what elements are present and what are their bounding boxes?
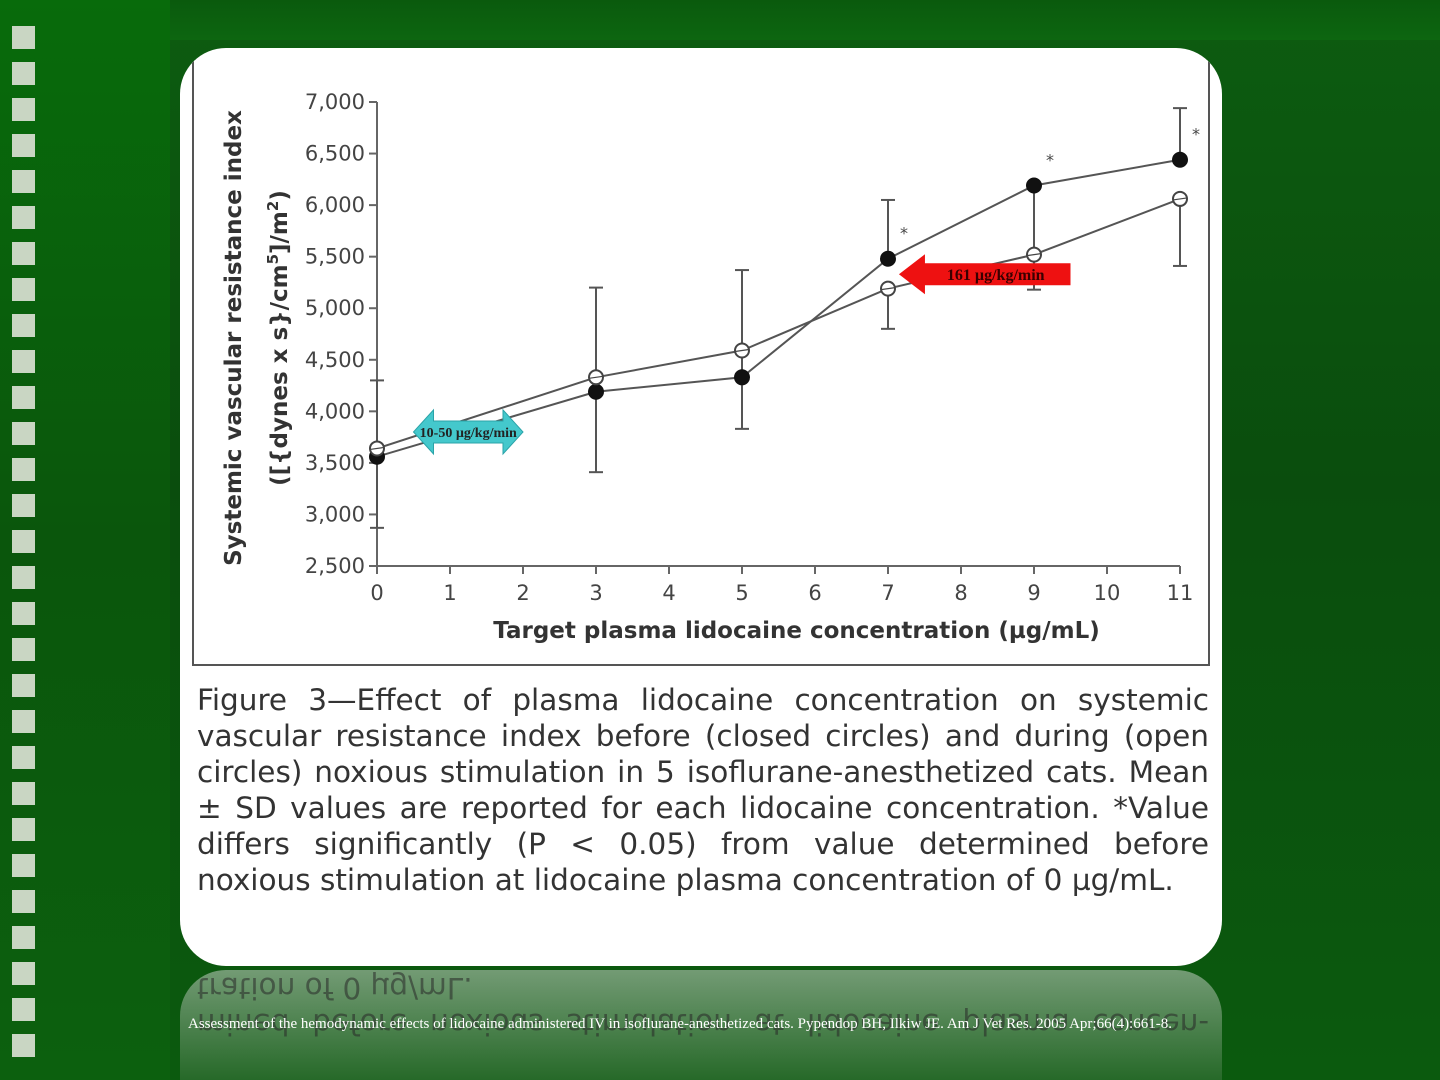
data-point-open-slash (734, 348, 750, 353)
sidebar-strip (0, 0, 170, 1080)
decorative-square (12, 170, 35, 193)
decorative-square (12, 494, 35, 517)
decorative-square (12, 458, 35, 481)
series-open-line (376, 197, 1181, 450)
decorative-squares (12, 26, 36, 1070)
citation: Assessment of the hemodynamic effects of… (188, 1016, 1172, 1032)
y-axis-label-superscript: 2 (264, 201, 282, 211)
decorative-square (12, 350, 35, 373)
data-point-closed (588, 383, 604, 400)
significance-marker: * (1046, 151, 1054, 170)
y-axis-label-part: ([{dynes x s}/cm (267, 264, 293, 485)
chart: 2,500 3,000 3,500 4,000 4,500 5,000 5,500 6,000… (221, 90, 1200, 644)
x-tick-label: 8 (954, 581, 967, 605)
series-closed-line (376, 158, 1181, 458)
x-tick-label: 2 (516, 581, 529, 605)
y-axis-label: Systemic vascular resistance index (221, 110, 247, 566)
decorative-square (12, 746, 35, 769)
data-point-open-slash (1026, 253, 1042, 257)
decorative-square (12, 602, 35, 625)
decorative-square (12, 422, 35, 445)
decorative-square (12, 818, 35, 841)
decorative-square (12, 26, 35, 49)
x-tick-label: 9 (1027, 581, 1040, 605)
y-tick-label: 6,000 (305, 193, 365, 217)
y-tick-label: 5,500 (305, 245, 365, 269)
x-tick-label: 4 (662, 581, 675, 605)
significance-marker: * (900, 224, 908, 243)
y-axis-label-part: ) (267, 190, 293, 201)
x-axis-label: Target plasma lidocaine concentration (µ… (493, 618, 1100, 644)
y-tick-label: 6,500 (305, 142, 365, 166)
x-tick-label: 11 (1167, 581, 1194, 605)
annotation-label: 10-50 µg/kg/min (420, 426, 517, 441)
card-reflection: mined before noxious stimulation at lido… (180, 970, 1222, 1080)
decorative-square (12, 926, 35, 949)
decorative-square (12, 98, 35, 121)
y-tick-label: 7,000 (305, 90, 365, 114)
data-point-open-slash (369, 446, 385, 451)
y-tick-label: 4,500 (305, 348, 365, 372)
decorative-square (12, 134, 35, 157)
decorative-square (12, 890, 35, 913)
decorative-square (12, 62, 35, 85)
y-axis-label-superscript: 5 (264, 254, 282, 264)
decorative-square (12, 566, 35, 589)
x-tick-label: 10 (1094, 581, 1121, 605)
y-axis-label-part: ]/m (267, 211, 293, 254)
data-point-closed (734, 369, 750, 386)
figure-card: 2,500 3,000 3,500 4,000 4,500 5,000 5,500 6,000… (180, 48, 1222, 966)
significance-marker: * (1192, 125, 1200, 144)
decorative-square (12, 1034, 35, 1057)
y-tick-label: 5,000 (305, 296, 365, 320)
decorative-square (12, 962, 35, 985)
decorative-square (12, 242, 35, 265)
x-tick-label: 5 (735, 581, 748, 605)
x-tick-label: 3 (589, 581, 602, 605)
decorative-square (12, 278, 35, 301)
x-tick-label: 0 (370, 581, 383, 605)
annotation-left-arrow (898, 254, 1071, 295)
y-tick-label: 4,000 (305, 399, 365, 423)
decorative-square (12, 314, 35, 337)
decorative-square (12, 386, 35, 409)
y-tick-label: 2,500 (305, 554, 365, 578)
decorative-square (12, 854, 35, 877)
x-tick-label: 1 (443, 581, 456, 605)
annotation-label: 161 µg/kg/min (947, 267, 1045, 284)
decorative-square (12, 206, 35, 229)
decorative-square (12, 998, 35, 1021)
y-axis-label-units: ([{dynes x s}/cm5]/m2) (264, 190, 293, 486)
data-point-closed (1172, 151, 1188, 168)
x-tick-label: 7 (881, 581, 894, 605)
annotation-double-arrow (412, 408, 524, 456)
data-point-open-slash (1172, 197, 1188, 201)
data-point-closed (880, 250, 896, 267)
decorative-square (12, 638, 35, 661)
decorative-square (12, 674, 35, 697)
data-point-closed (1026, 177, 1042, 194)
top-band (170, 0, 1440, 40)
decorative-square (12, 710, 35, 733)
y-tick-label: 3,500 (305, 451, 365, 475)
y-tick-label: 3,000 (305, 502, 365, 526)
decorative-square (12, 530, 35, 553)
data-point-open-slash (880, 287, 896, 291)
x-tick-label: 6 (808, 581, 821, 605)
decorative-square (12, 782, 35, 805)
figure-caption: Figure 3—Effect of plasma lidocaine conc… (197, 683, 1209, 897)
data-point-open-slash (588, 375, 604, 379)
figure-frame: 2,500 3,000 3,500 4,000 4,500 5,000 5,500 6,000… (192, 60, 1210, 666)
